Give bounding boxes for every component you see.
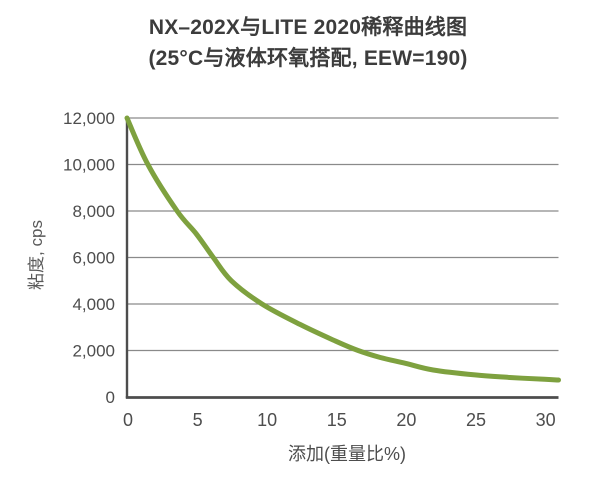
chart-title-line1: NX–202X与LITE 2020稀释曲线图 [148,16,468,39]
x-tick-label: 5 [193,410,203,430]
y-tick-label: 4,000 [72,295,115,314]
y-tick-label: 2,000 [72,342,115,361]
x-tick-label: 0 [123,410,133,430]
y-tick-label: 0 [106,388,115,407]
y-tick-label: 6,000 [72,249,115,268]
x-axis-label: 添加(重量比%) [288,444,406,464]
chart-title: NX–202X与LITE 2020稀释曲线图 (25°C与液体环氧搭配, EEW… [10,12,600,74]
x-tick-label: 30 [536,410,556,430]
x-tick-label: 10 [257,410,277,430]
chart-title-line2: (25°C与液体环氧搭配, EEW=190) [148,47,468,70]
x-tick-label: 15 [327,410,347,430]
y-tick-label: 10,000 [63,156,115,175]
y-tick-label: 12,000 [63,109,115,128]
y-tick-label: 8,000 [72,202,115,221]
y-axis-label: 粘度, cps [27,220,46,290]
x-tick-label: 20 [396,410,416,430]
x-tick-label: 25 [466,410,486,430]
dilution-curve [124,115,561,383]
